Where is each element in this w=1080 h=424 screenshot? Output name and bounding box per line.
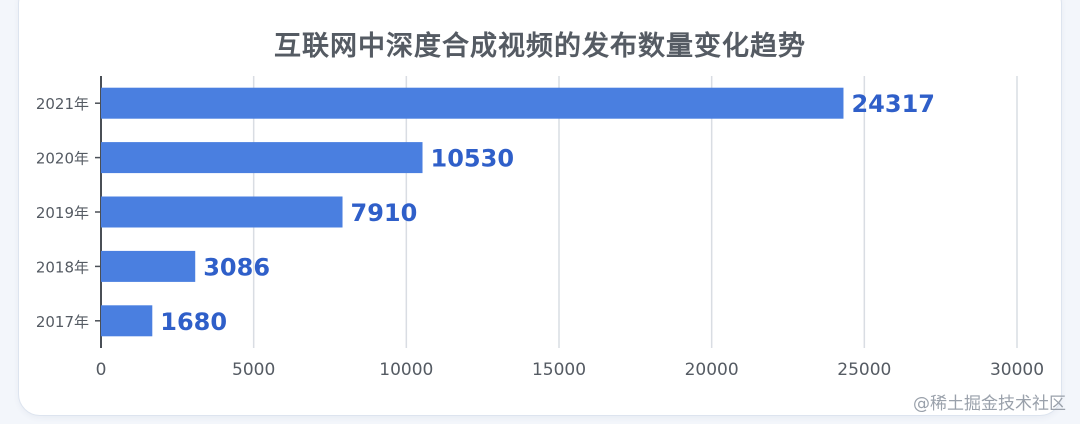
bar-2017年	[101, 305, 153, 337]
bar-2021年	[101, 87, 844, 119]
y-tick-label: 2020年	[36, 150, 89, 168]
x-tick-label: 5000	[232, 360, 275, 380]
data-label: 24317	[851, 90, 935, 118]
data-label: 3086	[203, 253, 270, 281]
data-label: 7910	[351, 199, 418, 227]
x-tick-label: 25000	[837, 360, 891, 380]
y-tick-label: 2017年	[36, 313, 89, 331]
y-tick-label: 2019年	[36, 204, 89, 222]
y-tick-label: 2021年	[36, 95, 89, 113]
bar-2018年	[101, 250, 196, 282]
bar-2020年	[101, 142, 423, 174]
x-tick-label: 30000	[990, 360, 1044, 380]
watermark: @稀土掘金技术社区	[913, 394, 1066, 414]
data-label: 1680	[160, 308, 227, 336]
chart-title: 互联网中深度合成视频的发布数量变化趋势	[274, 31, 806, 62]
y-tick-label: 2018年	[36, 258, 89, 276]
x-tick-label: 15000	[532, 360, 586, 380]
x-tick-label: 20000	[685, 360, 739, 380]
x-tick-label: 0	[96, 360, 107, 380]
data-label: 10530	[431, 145, 515, 173]
bar-2019年	[101, 196, 343, 228]
x-tick-label: 10000	[379, 360, 433, 380]
